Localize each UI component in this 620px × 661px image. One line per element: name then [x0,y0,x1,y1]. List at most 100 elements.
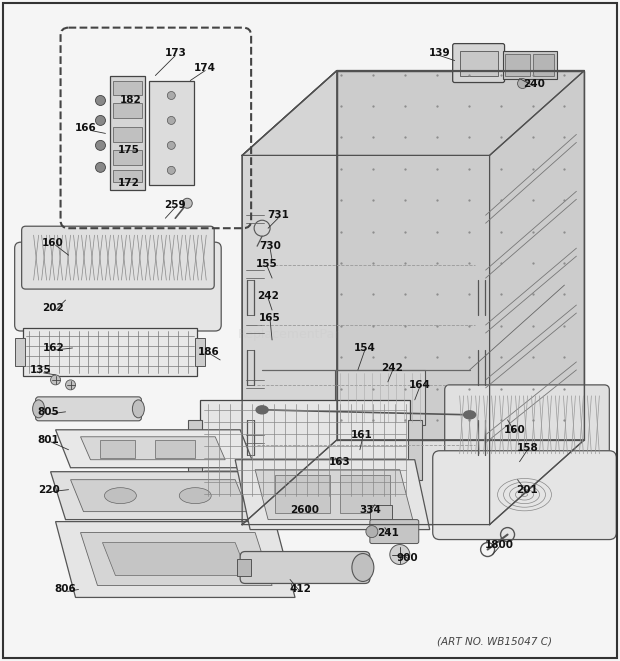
Bar [200,400,410,500]
Bar [459,51,498,75]
Polygon shape [56,522,295,598]
Text: 731: 731 [267,210,289,220]
Bar [237,559,251,576]
Text: 240: 240 [523,79,546,89]
Bar [113,104,143,118]
Bar [113,81,143,95]
Text: 160: 160 [503,425,525,435]
Bar [23,328,197,376]
Text: 166: 166 [74,124,96,134]
Bar [335,370,425,425]
Bar [408,420,422,480]
Polygon shape [71,480,248,512]
Text: 161: 161 [351,430,373,440]
Text: (ART NO. WB15047 C): (ART NO. WB15047 C) [437,637,552,646]
Circle shape [51,375,61,385]
Polygon shape [81,437,225,460]
Polygon shape [102,543,248,576]
Circle shape [66,380,76,390]
Text: 805: 805 [38,407,60,417]
Text: 186: 186 [197,347,219,357]
Bar [100,440,135,457]
Bar [149,81,194,185]
Circle shape [390,545,410,564]
Text: 202: 202 [42,303,63,313]
Text: 241: 241 [377,527,399,537]
Ellipse shape [352,553,374,582]
Ellipse shape [133,400,144,418]
Bar [15,338,25,366]
Ellipse shape [179,488,211,504]
Text: 201: 201 [516,485,538,494]
Circle shape [518,79,528,89]
Polygon shape [337,71,585,440]
Text: 139: 139 [429,48,451,58]
Polygon shape [56,430,255,468]
Circle shape [167,141,175,149]
FancyBboxPatch shape [35,397,141,421]
FancyBboxPatch shape [433,451,616,539]
Ellipse shape [464,411,476,419]
Polygon shape [81,533,272,586]
FancyBboxPatch shape [240,551,370,584]
Text: 172: 172 [117,178,140,188]
Text: 2600: 2600 [291,504,319,515]
Text: 163: 163 [329,457,351,467]
Polygon shape [51,472,270,520]
Bar [110,75,145,190]
Text: 175: 175 [117,145,140,155]
Text: 220: 220 [38,485,60,494]
Text: 412: 412 [289,584,311,594]
Text: 155: 155 [256,259,278,269]
Text: 242: 242 [381,363,403,373]
Circle shape [95,116,105,126]
Text: 1800: 1800 [485,539,514,549]
FancyBboxPatch shape [370,520,418,543]
Text: 154: 154 [354,343,376,353]
Circle shape [95,95,105,106]
Circle shape [167,91,175,100]
Polygon shape [235,460,430,529]
Circle shape [95,163,105,173]
Bar [113,128,143,142]
Bar [113,151,143,165]
Bar [370,504,392,519]
Bar [505,54,529,75]
Text: 162: 162 [43,343,64,353]
Bar [156,440,195,457]
Text: 160: 160 [42,238,63,248]
Circle shape [95,140,105,151]
Text: 806: 806 [55,584,76,594]
Bar [340,475,390,513]
Text: 242: 242 [257,291,279,301]
Text: 900: 900 [397,553,419,563]
Circle shape [167,167,175,175]
Circle shape [167,116,175,124]
Bar [113,171,143,182]
Bar [533,54,554,75]
Text: 730: 730 [259,241,281,251]
Polygon shape [490,71,585,525]
Text: 259: 259 [164,200,186,210]
FancyBboxPatch shape [453,44,505,83]
Bar [188,420,202,480]
Text: 165: 165 [259,313,281,323]
Text: 174: 174 [194,63,216,73]
Text: 164: 164 [409,380,431,390]
Text: 334: 334 [359,504,381,515]
Text: 801: 801 [38,435,60,445]
Circle shape [366,525,378,537]
Ellipse shape [256,406,268,414]
FancyBboxPatch shape [15,242,221,331]
Circle shape [182,198,192,208]
Bar [503,51,557,79]
Polygon shape [242,71,585,155]
FancyBboxPatch shape [22,226,215,289]
Polygon shape [242,440,585,525]
Polygon shape [255,470,413,520]
FancyBboxPatch shape [445,385,609,465]
Polygon shape [242,71,337,525]
Text: 182: 182 [120,95,141,106]
Bar [275,475,330,513]
Text: ReplacementParts.com: ReplacementParts.com [237,329,383,342]
